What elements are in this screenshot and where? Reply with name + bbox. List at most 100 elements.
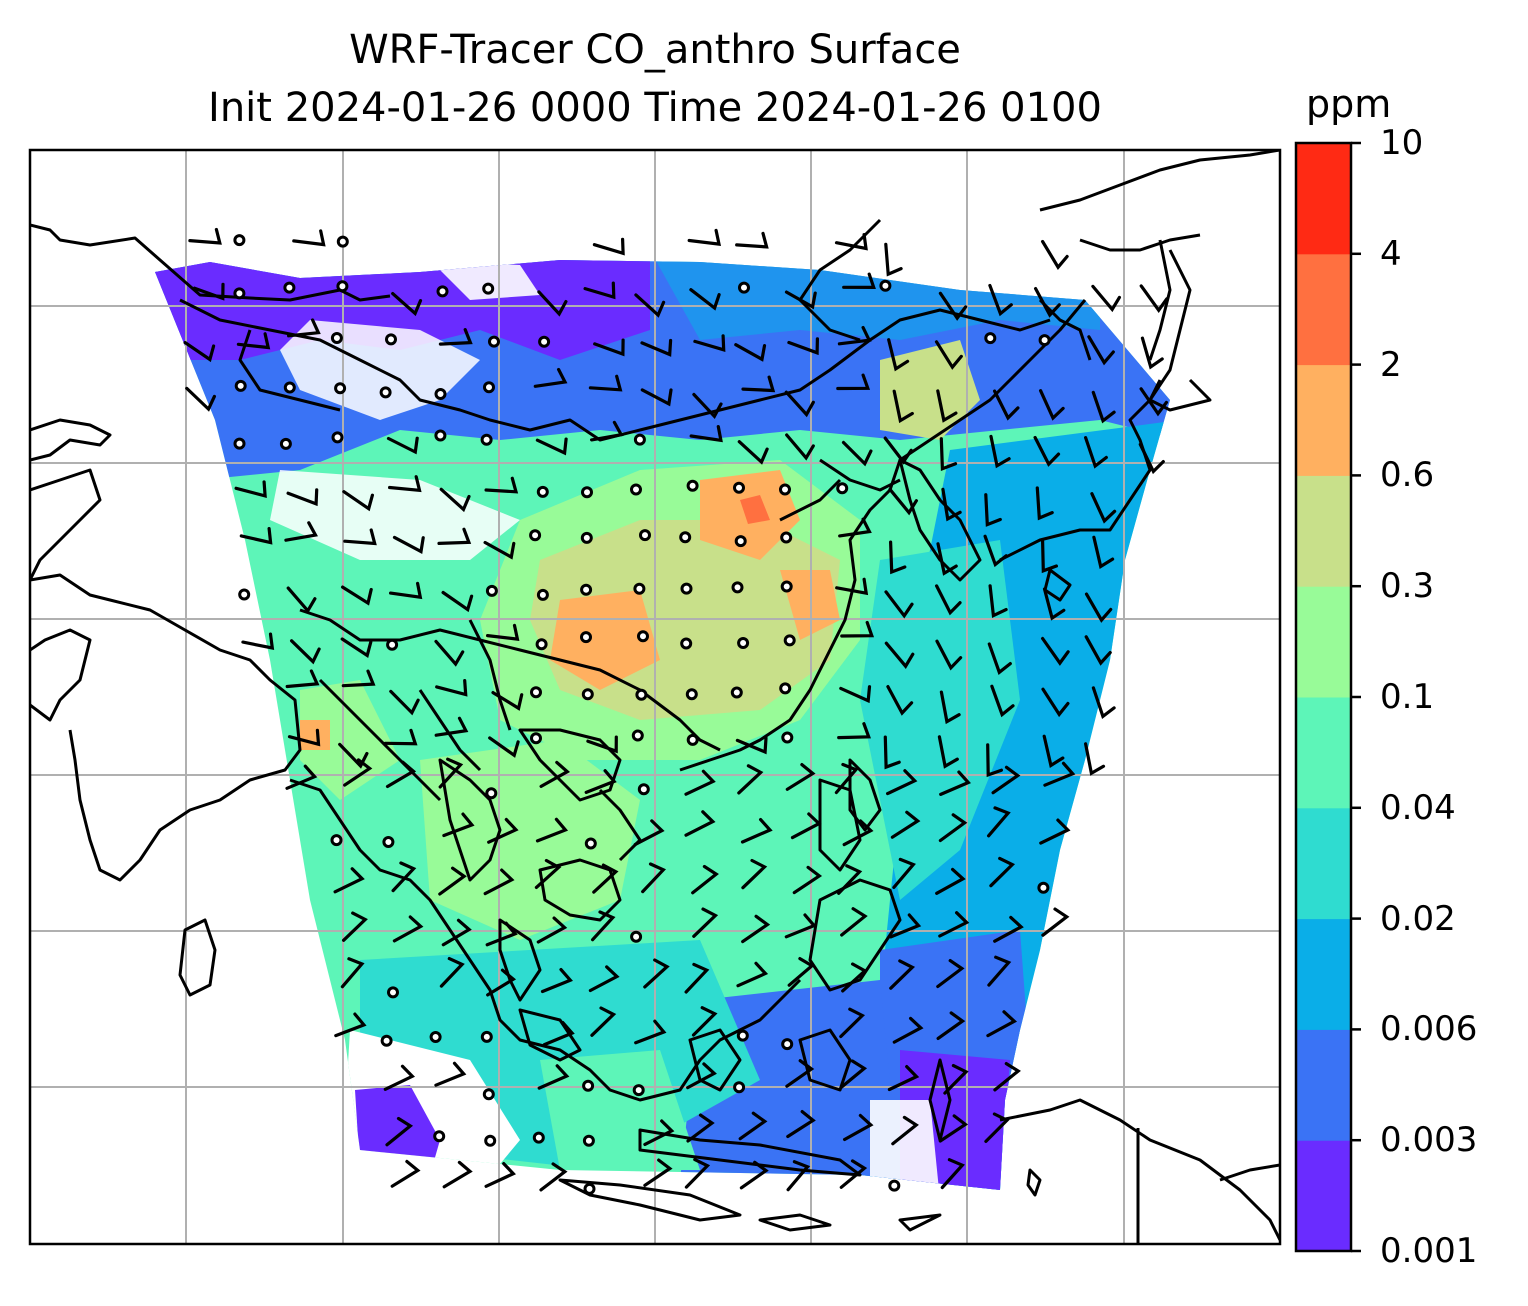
calm-wind-circle (538, 335, 551, 348)
wind-barb (643, 1158, 673, 1187)
colorbar-tick-label: 0.02 (1380, 898, 1456, 939)
wind-barb (386, 436, 419, 455)
wind-barb (841, 962, 868, 993)
wind-barb (1138, 442, 1165, 475)
wind-barb (341, 585, 373, 606)
wind-barb (1090, 492, 1117, 524)
calm-wind-circle (385, 333, 397, 346)
calm-wind-circle (984, 332, 997, 345)
colorbar-swatch (1296, 253, 1351, 366)
calm-wind-circle (581, 486, 593, 499)
calm-wind-circle (781, 731, 794, 744)
wind-barb (741, 375, 776, 393)
wind-barb (841, 440, 873, 467)
wind-barb (934, 340, 963, 370)
wind-barb (837, 326, 872, 346)
wind-barb (935, 867, 966, 895)
colorbar-swatch (1296, 143, 1351, 255)
wind-barb (540, 968, 573, 994)
calm-wind-circle (330, 834, 343, 847)
colorbar-tick-label: 0.003 (1380, 1120, 1478, 1161)
wind-barb (839, 1007, 866, 1039)
calm-wind-circle (637, 783, 650, 796)
wind-barb (442, 812, 475, 838)
wind-barb (434, 1061, 467, 1087)
wind-barb (383, 728, 418, 746)
calm-wind-circle (680, 637, 693, 650)
calm-wind-circle (483, 381, 495, 394)
wind-barb (940, 1158, 965, 1190)
calm-wind-circle (738, 281, 750, 294)
wind-barb (835, 577, 869, 596)
wind-barb (785, 433, 815, 461)
calm-wind-circle (734, 535, 747, 548)
wind-barb (741, 858, 768, 890)
calm-wind-circle (888, 1179, 901, 1192)
wind-barb (737, 440, 769, 465)
wind-barb (1033, 435, 1061, 467)
calm-wind-circle (434, 388, 447, 400)
wind-barb (634, 1019, 667, 1045)
calm-wind-circle (686, 733, 699, 746)
wind-barb (1087, 335, 1115, 366)
wind-barb (936, 959, 965, 989)
calm-wind-circle (779, 682, 792, 695)
wind-barb (535, 437, 568, 456)
wind-barb (987, 806, 1011, 838)
wind-barb (388, 475, 422, 493)
calm-wind-circle (334, 382, 347, 395)
coastlines (30, 150, 1280, 1244)
wind-barb (385, 760, 417, 789)
calm-wind-circle (536, 485, 549, 498)
wind-barb (787, 337, 819, 356)
wind-barb (391, 861, 417, 893)
wind-barb (634, 293, 666, 318)
wind-barb (1043, 761, 1076, 787)
wind-barb (392, 535, 425, 554)
wind-barb (785, 763, 816, 791)
wind-barb (842, 272, 876, 290)
calm-wind-circle (685, 688, 698, 701)
wind-barb (592, 863, 619, 894)
colorbar-swatch (1296, 697, 1351, 809)
wind-barb (537, 1064, 570, 1090)
wind-barb (439, 957, 465, 988)
wind-barb (389, 689, 420, 716)
wind-barb (588, 965, 620, 993)
wind-barb (340, 637, 373, 659)
calm-wind-circle (632, 1084, 645, 1097)
wind-barb (689, 288, 721, 311)
wind-barb (692, 907, 719, 938)
wind-barb (889, 959, 916, 990)
wind-barb (689, 425, 723, 443)
calm-wind-circle (485, 787, 498, 800)
wind-barb (341, 669, 376, 688)
wind-barb (487, 817, 519, 844)
wind-barb (834, 233, 868, 251)
wind-barb (1084, 592, 1113, 623)
wind-barb (938, 911, 970, 938)
calm-wind-circle (488, 335, 500, 348)
wind-barb (693, 334, 726, 352)
gridlines (30, 150, 1280, 1244)
wind-barb (236, 332, 271, 350)
colorbar-swatch (1296, 918, 1351, 1030)
calm-wind-circle (233, 234, 246, 247)
wind-barb (993, 915, 1024, 943)
wind-barb (484, 1162, 516, 1188)
wind-barb (834, 762, 859, 795)
wind-barb (340, 957, 365, 989)
wind-barb (691, 864, 719, 895)
map-title-line2: Init 2024-01-26 0000 Time 2024-01-26 010… (208, 85, 1102, 131)
wind-barb (691, 1006, 718, 1037)
calm-wind-circle (482, 1088, 495, 1101)
calm-wind-circle (582, 1079, 595, 1092)
wind-barb (887, 1065, 920, 1092)
wind-barb (188, 227, 222, 245)
wind-barb (686, 1062, 717, 1090)
colorbar-swatch (1296, 1029, 1351, 1141)
wind-barb (988, 584, 1008, 619)
calm-wind-circle (780, 531, 793, 544)
calm-wind-circle (480, 1030, 493, 1043)
wind-barb (434, 639, 465, 667)
